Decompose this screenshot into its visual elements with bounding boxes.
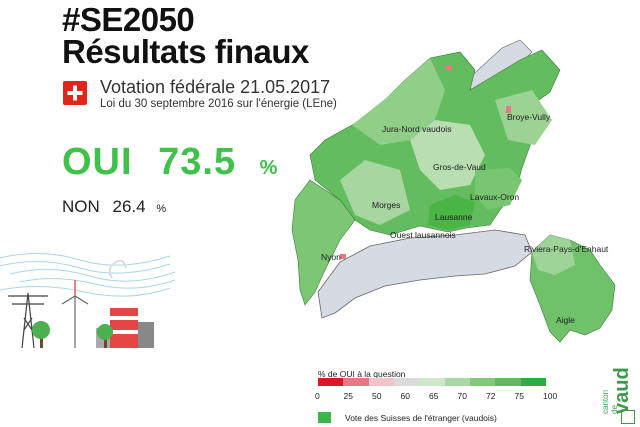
map-label: Aigle: [556, 315, 575, 325]
district-broye: [495, 90, 552, 145]
non-unit: %: [156, 203, 167, 215]
diaspora-swatch: [318, 412, 331, 423]
legend-color-swatch: [318, 378, 344, 386]
legend-tick-label: 0: [315, 391, 320, 401]
no-majority-commune: [340, 254, 346, 259]
non-value: 26.4: [112, 197, 146, 216]
vaud-results-map: Jura-Nord vaudois Broye-Vully Gros-de-Va…: [291, 39, 616, 343]
diaspora-label: Vote des Suisses de l'étranger (vaudois): [345, 413, 497, 423]
legend-tick-label: 100: [543, 391, 558, 401]
legend-color-swatch: [393, 378, 420, 386]
oui-label: OUI: [62, 141, 133, 183]
district-lavaux: [475, 168, 522, 210]
power-plant-icon: [96, 259, 154, 348]
legend-tick-label: 60: [400, 391, 410, 401]
pylon-icon: [8, 292, 48, 349]
vote-law: Loi du 30 septembre 2016 sur l'énergie (…: [100, 98, 337, 110]
legend-color-swatch: [469, 378, 496, 386]
legend-tick-label: 75: [514, 391, 524, 401]
energy-illustration: [0, 253, 175, 349]
logo-vaud-text: vaud: [611, 367, 633, 414]
tree-icon: [32, 321, 50, 348]
legend-color-swatch: [444, 378, 470, 386]
legend-tick-label: 72: [486, 391, 496, 401]
legend-color-swatch: [520, 378, 546, 386]
legend-color-swatch: [368, 378, 394, 386]
legend-title: % de OUI à la question: [318, 369, 406, 379]
district-gros-de-vaud: [410, 120, 485, 190]
district-jura: [352, 58, 445, 145]
district-morges: [340, 160, 410, 225]
legend-tick-label: 65: [429, 391, 439, 401]
legend-tick-label: 50: [372, 391, 382, 401]
oui-result: OUI 73.5 %: [62, 141, 278, 184]
oui-unit: %: [259, 157, 279, 179]
legend-tick-label: 25: [343, 391, 353, 401]
map-label: Nyon: [321, 252, 341, 262]
swiss-flag-icon: [63, 81, 87, 105]
map-label: Ouest lausannois: [390, 230, 456, 240]
oui-value: 73.5: [158, 141, 237, 183]
non-result: NON 26.4 %: [62, 197, 166, 217]
vaud-crest-icon: [621, 410, 635, 424]
legend-color-swatch: [495, 378, 521, 386]
page-title: Résultats finaux: [62, 33, 309, 70]
hashtag: #SE2050: [62, 1, 195, 38]
non-label: NON: [62, 197, 100, 216]
legend-color-swatch: [419, 378, 445, 386]
wind-lines-decoration: [0, 253, 175, 297]
map-label: Lausanne: [435, 212, 473, 222]
map-label: Gros-de-Vaud: [433, 162, 486, 172]
wind-turbine-icon: [61, 280, 89, 348]
map-label: Broye-Vully: [507, 112, 551, 122]
map-label: Morges: [372, 200, 400, 210]
lake-geneva: [317, 229, 533, 319]
district-nyon: [291, 179, 356, 306]
legend-color-swatch: [343, 378, 369, 386]
district-lausanne: [428, 195, 475, 230]
map-label: Jura-Nord vaudois: [382, 124, 451, 134]
district-riviera: [532, 235, 575, 275]
tree-icon: [97, 324, 113, 348]
canton-vaud-logo: canton de vaud: [601, 350, 635, 425]
legend-color-scale: [318, 378, 546, 386]
map-label: Riviera-Pays-d'Enhaut: [524, 244, 609, 254]
no-majority-commune: [506, 106, 511, 113]
vote-date: Votation fédérale 21.05.2017: [100, 77, 331, 97]
legend-tick-label: 70: [457, 391, 467, 401]
no-majority-commune: [445, 65, 452, 70]
map-label: Lavaux-Oron: [470, 192, 519, 202]
